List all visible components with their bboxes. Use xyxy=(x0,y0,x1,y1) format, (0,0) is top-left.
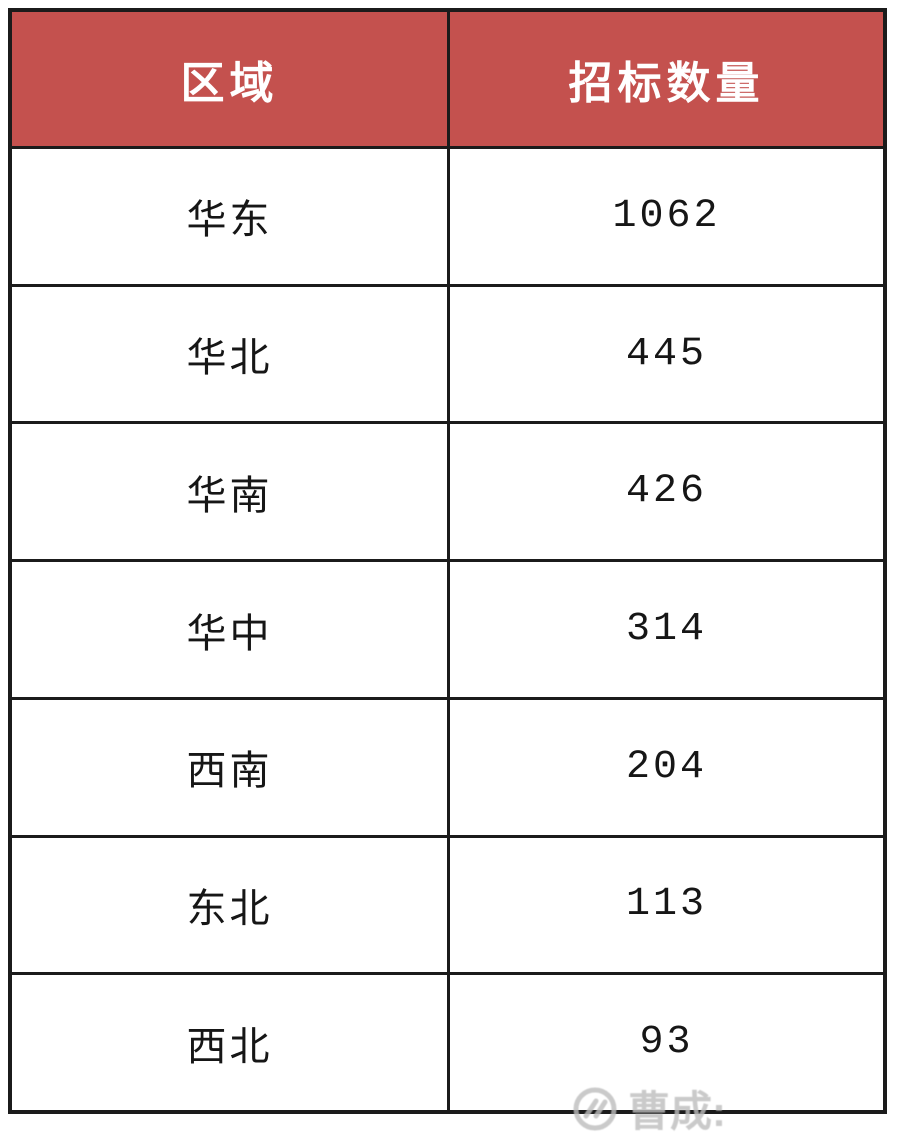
count-value: 445 xyxy=(625,331,707,377)
region-cell: 东北 xyxy=(12,837,450,973)
count-cell: 1062 xyxy=(450,149,883,284)
table-row: 西南 204 xyxy=(12,699,883,838)
count-cell: 445 xyxy=(450,287,883,422)
count-value: 113 xyxy=(625,882,707,928)
header-cell-region: 区域 xyxy=(12,12,450,146)
count-value: 204 xyxy=(625,744,707,790)
region-label: 华东 xyxy=(186,197,273,243)
region-cell: 西北 xyxy=(12,975,450,1111)
header-cell-count: 招标数量 xyxy=(450,12,883,146)
table-header-row: 区域 招标数量 xyxy=(12,12,883,149)
count-value: 93 xyxy=(639,1020,694,1066)
count-cell: 204 xyxy=(450,700,883,835)
watermark: 曹成: xyxy=(572,1078,726,1139)
count-value: 1062 xyxy=(612,193,721,239)
table-row: 华南 426 xyxy=(12,424,883,563)
region-cell: 华中 xyxy=(12,562,450,697)
count-cell: 426 xyxy=(450,424,883,559)
count-cell: 113 xyxy=(450,838,883,973)
region-label: 华南 xyxy=(186,472,273,518)
count-value: 426 xyxy=(625,469,707,515)
table-row: 华北 445 xyxy=(12,286,883,425)
region-label: 东北 xyxy=(186,885,273,931)
region-label: 西北 xyxy=(186,1023,273,1069)
count-cell: 314 xyxy=(450,562,883,697)
region-cell: 华北 xyxy=(12,286,450,422)
table-row: 东北 113 xyxy=(12,837,883,976)
header-label-region: 区域 xyxy=(180,59,279,108)
region-cell: 西南 xyxy=(12,699,450,835)
region-cell: 华南 xyxy=(12,424,450,560)
watermark-text: 曹成: xyxy=(628,1088,726,1135)
watermark-logo-icon xyxy=(573,1087,617,1130)
region-label: 华中 xyxy=(186,610,273,656)
header-label-count: 招标数量 xyxy=(568,59,765,108)
count-value: 314 xyxy=(625,607,707,653)
region-label: 西南 xyxy=(186,748,273,794)
table-row: 华中 314 xyxy=(12,562,883,700)
count-cell: 93 xyxy=(450,975,883,1110)
region-bid-table: 区域 招标数量 华东 1062 华北 445 华南 426 华中 xyxy=(8,8,887,1114)
region-label: 华北 xyxy=(186,335,273,381)
table-row: 西北 93 xyxy=(12,975,883,1111)
region-cell: 华东 xyxy=(12,149,450,284)
table-row: 华东 1062 xyxy=(12,149,883,287)
